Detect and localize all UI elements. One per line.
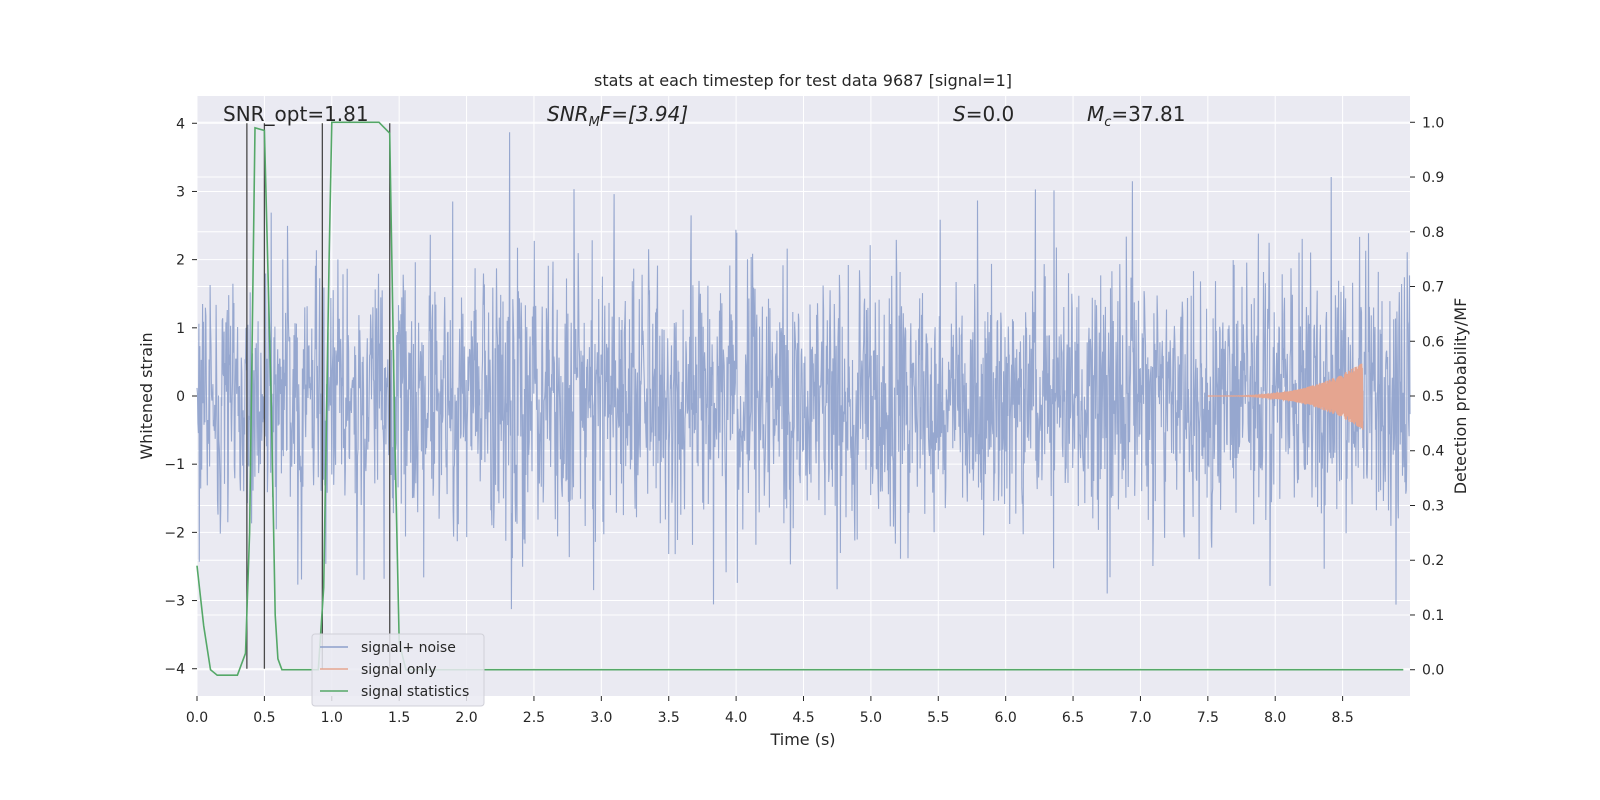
y2-tick-label: 0.2 xyxy=(1422,553,1444,569)
x-tick-label: 6.5 xyxy=(1062,710,1084,726)
x-tick-label: 5.0 xyxy=(860,710,882,726)
y2-tick-label: 0.6 xyxy=(1422,334,1444,350)
signal-only-line xyxy=(1207,363,1364,430)
y2-tick-label: 0.9 xyxy=(1422,170,1444,186)
y-tick-label: 4 xyxy=(176,116,185,132)
legend: signal+ noise signal only signal statist… xyxy=(311,633,485,707)
x-tick-label: 2.5 xyxy=(523,710,545,726)
x-tick-label: 1.0 xyxy=(321,710,343,726)
y-tick-label: −3 xyxy=(164,594,185,610)
annotation-mc: Mc=37.81 xyxy=(1087,102,1185,130)
signal-noise-line xyxy=(196,132,1411,610)
x-tick-label: 3.5 xyxy=(658,710,680,726)
annotation-snr-mf: SNRMF=[3.94] xyxy=(547,102,688,130)
y-tick-label: 1 xyxy=(176,321,185,337)
annotation-s: S=0.0 xyxy=(953,102,1014,126)
legend-label-signal-only: signal only xyxy=(361,662,436,678)
y2-tick-label: 0.8 xyxy=(1422,225,1444,241)
x-tick-label: 6.0 xyxy=(995,710,1017,726)
x-axis-label: Time (s) xyxy=(769,730,835,749)
chart-title: stats at each timestep for test data 968… xyxy=(594,71,1012,90)
x-tick-label: 7.5 xyxy=(1197,710,1219,726)
y2-axis-label: Detection probability/MF xyxy=(1451,298,1470,495)
y2-tick-label: 0.3 xyxy=(1422,498,1444,514)
y2-tick-label: 0.4 xyxy=(1422,444,1444,460)
x-tick-label: 0.0 xyxy=(186,710,208,726)
x-tick-label: 7.0 xyxy=(1129,710,1151,726)
y-tick-label: −1 xyxy=(164,457,185,473)
y-tick-label: −2 xyxy=(164,525,185,541)
y2-tick-label: 0.7 xyxy=(1422,280,1444,296)
vertical-markers xyxy=(246,123,391,669)
y-axis-label: Whitened strain xyxy=(137,332,156,459)
y-tick-label: 3 xyxy=(176,184,185,200)
y2-tick-label: 0.0 xyxy=(1422,663,1444,679)
x-tick-label: 1.5 xyxy=(388,710,410,726)
y-tick-label: 0 xyxy=(176,389,185,405)
annotation-snr-opt: SNR_opt=1.81 xyxy=(223,102,369,126)
y-tick-label: 2 xyxy=(176,253,185,269)
x-axis-ticks: 0.0 0.5 1.0 1.5 2.0 2.5 3.0 3.5 4.0 4.5 5.0 5.5 6.0 6… xyxy=(186,696,1354,726)
signal-noise-series xyxy=(196,132,1411,610)
y2-axis-ticks: 1.0 0.9 0.8 0.7 0.6 0.5 0.4 0.3 0.2 0.1 0.0 xyxy=(1410,115,1444,679)
x-tick-label: 8.0 xyxy=(1264,710,1286,726)
x-tick-label: 3.0 xyxy=(590,710,612,726)
y2-tick-label: 0.1 xyxy=(1422,608,1444,624)
x-tick-label: 5.5 xyxy=(927,710,949,726)
y-tick-label: −4 xyxy=(164,662,185,678)
x-tick-label: 0.5 xyxy=(253,710,275,726)
legend-label-signal-noise: signal+ noise xyxy=(361,640,456,656)
x-tick-label: 8.5 xyxy=(1331,710,1353,726)
y2-tick-label: 0.5 xyxy=(1422,389,1444,405)
x-tick-label: 4.0 xyxy=(725,710,747,726)
x-tick-label: 2.0 xyxy=(455,710,477,726)
y2-tick-label: 1.0 xyxy=(1422,115,1444,131)
y-axis-ticks: 4 3 2 1 0 −1 −2 −3 −4 xyxy=(164,116,197,678)
legend-label-signal-statistics: signal statistics xyxy=(361,684,469,700)
x-tick-label: 4.5 xyxy=(792,710,814,726)
legend-box xyxy=(311,633,485,707)
signal-only-series xyxy=(1207,363,1364,430)
